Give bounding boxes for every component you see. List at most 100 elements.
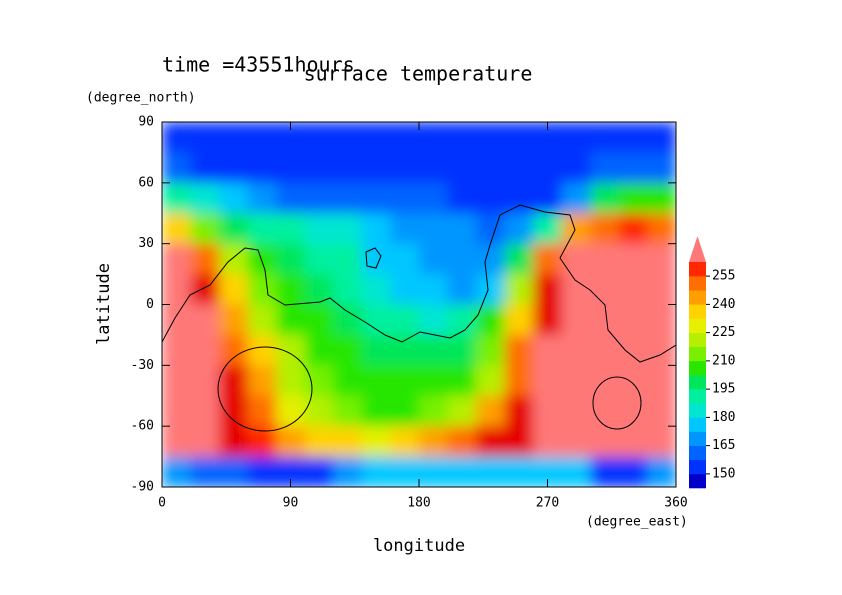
field-cell: [162, 395, 192, 427]
field-cell: [219, 426, 249, 458]
field-cell: [504, 334, 534, 366]
field-cell: [504, 182, 534, 214]
field-cell: [647, 395, 676, 427]
field-cell: [561, 426, 591, 458]
field-cell: [219, 243, 249, 275]
field-cell: [390, 426, 420, 458]
field-cell: [447, 152, 477, 184]
field-cell: [590, 426, 620, 458]
field-cell: [533, 304, 563, 336]
field-cell: [419, 122, 449, 153]
field-cell: [647, 122, 676, 153]
field-cell: [618, 304, 648, 336]
field-cell: [361, 182, 391, 214]
field-cell: [304, 274, 334, 305]
field-cell: [419, 213, 449, 245]
field-cell: [561, 365, 591, 397]
colorbar-band: [689, 431, 706, 446]
field-cell: [590, 334, 620, 366]
field-cell: [590, 122, 620, 153]
field-cell: [304, 213, 334, 245]
field-cell: [190, 426, 220, 458]
field-cell: [219, 395, 249, 427]
y-tick-label: 90: [138, 115, 154, 130]
field-cell: [618, 426, 648, 458]
field-cell: [304, 426, 334, 458]
field-cell: [447, 395, 477, 427]
field-cell: [533, 213, 563, 245]
field-cell: [647, 304, 676, 336]
field-cell: [447, 365, 477, 397]
field-cell: [476, 274, 506, 305]
field-cell: [533, 182, 563, 214]
field-cell: [276, 213, 306, 245]
field-cell: [447, 304, 477, 336]
colorbar-band: [689, 276, 706, 291]
field-cell: [590, 304, 620, 336]
field-cell: [476, 304, 506, 336]
field-cell: [476, 395, 506, 427]
field-cell: [276, 182, 306, 214]
field-cell: [504, 274, 534, 305]
field-cell: [419, 456, 449, 487]
field-cell: [361, 213, 391, 245]
field-cell: [533, 365, 563, 397]
field-cell: [361, 365, 391, 397]
field-cell: [504, 122, 534, 153]
colorbar-label: 225: [712, 325, 735, 340]
field-cell: [533, 395, 563, 427]
x-unit: (degree_east): [586, 515, 688, 530]
field-cell: [618, 213, 648, 245]
field-cell: [419, 304, 449, 336]
field-cell: [561, 122, 591, 153]
field-cell: [276, 334, 306, 366]
field-cell: [162, 365, 192, 397]
field-cell: [247, 395, 277, 427]
colorbar-band: [689, 346, 706, 362]
colorbar-over: [689, 236, 706, 262]
field-cell: [361, 274, 391, 305]
field-cell: [333, 122, 363, 153]
coastline: [365, 247, 382, 269]
field-cells: [162, 122, 676, 487]
field-cell: [561, 274, 591, 305]
field-cell: [276, 243, 306, 275]
y-tick-label: 30: [138, 236, 154, 251]
field-cell: [162, 274, 192, 305]
field-cell: [561, 334, 591, 366]
field-cell: [618, 152, 648, 184]
field-cell: [276, 395, 306, 427]
chart-title: surface temperature: [304, 62, 533, 86]
field-cell: [533, 243, 563, 275]
field-cell: [390, 304, 420, 336]
x-tick-label: 90: [283, 496, 299, 511]
field-cell: [447, 213, 477, 245]
field-cell: [504, 395, 534, 427]
x-tick-label: 360: [664, 496, 687, 511]
field-cell: [561, 213, 591, 245]
field-cell: [361, 395, 391, 427]
field-cell: [419, 426, 449, 458]
field-cell: [333, 152, 363, 184]
field-cell: [504, 426, 534, 458]
field-cell: [647, 243, 676, 275]
field-cell: [561, 456, 591, 487]
field-cell: [219, 182, 249, 214]
field-cell: [162, 122, 192, 153]
field-cell: [304, 122, 334, 153]
field-cell: [247, 365, 277, 397]
field-cell: [590, 152, 620, 184]
field-cell: [476, 182, 506, 214]
colorbar-label: 255: [712, 269, 735, 284]
field-cell: [333, 182, 363, 214]
field-cell: [618, 122, 648, 153]
field-cell: [618, 243, 648, 275]
field-cell: [390, 274, 420, 305]
field-cell: [247, 122, 277, 153]
field-cell: [390, 456, 420, 487]
field-cell: [476, 334, 506, 366]
y-tick-label: -30: [131, 358, 154, 373]
field-cell: [533, 334, 563, 366]
field-cell: [304, 365, 334, 397]
field-cell: [390, 182, 420, 214]
